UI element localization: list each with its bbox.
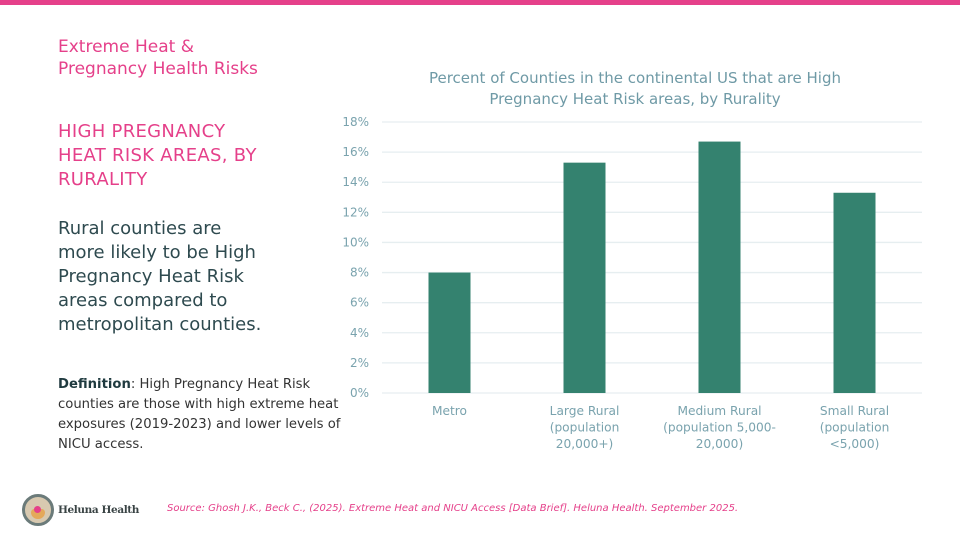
takeaway-line: Rural counties are: [58, 218, 222, 239]
definition-text: : High Pregnancy Heat Risk counties are …: [58, 377, 341, 452]
logo-hands-icon: [22, 494, 54, 526]
takeaway-line: Pregnancy Heat Risk: [58, 266, 244, 287]
y-tick-label: 0%: [350, 386, 369, 400]
x-category-label: Metro: [432, 404, 467, 418]
bar-3: [698, 141, 741, 393]
chart-title-line: Percent of Counties in the continental U…: [428, 69, 842, 87]
heluna-health-logo: Heluna Health: [22, 494, 139, 526]
section-title: HIGH PREGNANCY HEAT RISK AREAS, BY RURAL…: [58, 120, 308, 192]
source-citation: Source: Ghosh J.K., Beck C., (2025). Ext…: [167, 503, 739, 514]
definition-note: Definition: High Pregnancy Heat Risk cou…: [58, 375, 348, 455]
key-takeaway: Rural counties are more likely to be Hig…: [58, 217, 328, 337]
bar-4: [833, 192, 876, 393]
takeaway-line: areas compared to: [58, 290, 228, 311]
y-tick-label: 16%: [342, 145, 369, 159]
deck-kicker: Extreme Heat & Pregnancy Health Risks: [58, 36, 318, 80]
definition-label: Definition: [58, 377, 131, 392]
y-tick-label: 14%: [342, 175, 369, 189]
x-category-label: Large Rural (population 20,000+): [550, 404, 620, 451]
chart-title: Percent of Counties in the continental U…: [380, 68, 890, 110]
y-tick-label: 4%: [350, 326, 369, 340]
section-title-line: HIGH PREGNANCY: [58, 121, 226, 142]
y-tick-label: 12%: [342, 205, 369, 219]
logo-text: Heluna Health: [58, 504, 139, 516]
x-category-label: Medium Rural (population 5,000-20,000): [663, 404, 776, 451]
y-tick-label: 6%: [350, 296, 369, 310]
x-category-label: Small Rural (population <5,000): [820, 404, 890, 451]
takeaway-line: more likely to be High: [58, 242, 256, 263]
y-tick-label: 10%: [342, 235, 369, 249]
y-tick-label: 8%: [350, 266, 369, 280]
bar-2: [563, 162, 606, 393]
chart-title-line: Pregnancy Heat Risk areas, by Rurality: [489, 90, 781, 108]
kicker-line: Extreme Heat &: [58, 37, 194, 57]
section-title-line: HEAT RISK AREAS, BY: [58, 145, 257, 166]
takeaway-line: metropolitan counties.: [58, 314, 262, 335]
section-title-line: RURALITY: [58, 169, 148, 190]
kicker-line: Pregnancy Health Risks: [58, 59, 258, 79]
bar-1: [428, 272, 471, 393]
y-tick-label: 18%: [342, 115, 369, 129]
top-accent-bar: [0, 0, 960, 5]
y-tick-label: 2%: [350, 356, 369, 370]
